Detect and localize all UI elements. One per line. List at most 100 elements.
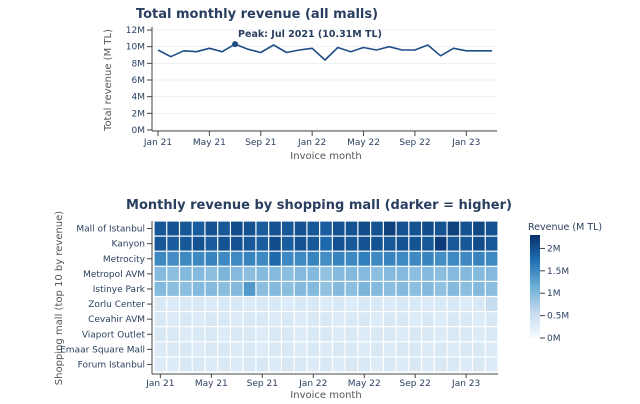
heatmap-cell [384,237,396,251]
heatmap-cell [155,282,167,296]
heatmap-cell [371,342,383,356]
heatmap-cell [244,358,256,372]
heatmap-cell [167,267,179,281]
heatmap-cell [486,342,498,356]
heatmap-cell [448,312,460,326]
heatmap-cell [244,312,256,326]
heatmap-cell [371,222,383,236]
heatmap-cell [435,267,447,281]
heatmap-cell [346,282,358,296]
heatmap-cell [358,237,370,251]
heatmap-cell [244,282,256,296]
line-ytick-label: 8M [132,59,146,69]
heatmap-cell [244,222,256,236]
heatmap-cell [155,327,167,341]
heatmap-cell [180,342,192,356]
heatmap-cell [358,358,370,372]
heatmap-cell [269,222,281,236]
heatmap-cell [155,252,167,266]
heatmap-cell [282,358,294,372]
heatmap-cell [320,267,332,281]
line-xtick-label: Jan 21 [143,138,172,148]
heatmap-cell [409,342,421,356]
heatmap-cell [384,297,396,311]
heatmap-cell [167,358,179,372]
heatmap-cell [257,237,269,251]
heatmap-cell [193,327,205,341]
heatmap-cell [257,222,269,236]
heatmap-cell [282,342,294,356]
heatmap-cell [295,297,307,311]
heatmap-cell [295,312,307,326]
heatmap-cell [206,342,218,356]
heatmap-cell [218,297,230,311]
heatmap-cell [307,237,319,251]
heatmap-cell [371,282,383,296]
heatmap-cell [448,342,460,356]
heatmap-cell [295,358,307,372]
heatmap-cell [269,252,281,266]
heatmap-cell [193,342,205,356]
heatmap-cell [346,358,358,372]
heatmap-cell [435,358,447,372]
heatmap-cell [371,252,383,266]
heatmap-cell [295,222,307,236]
heatmap-cell [206,237,218,251]
heatmap-cell [307,342,319,356]
heatmap-cell [295,342,307,356]
heatmap-cell [282,267,294,281]
heatmap-cell [333,252,345,266]
line-xtick-label: Jan 22 [297,138,326,148]
heatmap-cell [333,297,345,311]
heatmap-cell [320,237,332,251]
heatmap-cell [460,342,472,356]
heatmap-cell [409,267,421,281]
heatmap-cell [193,282,205,296]
heatmap-cell [333,312,345,326]
heatmap-cell [371,237,383,251]
heatmap-cell [218,342,230,356]
heatmap-cell [486,312,498,326]
heatmap-cell [167,222,179,236]
heatmap-cell [371,267,383,281]
heatmap-cell [473,297,485,311]
heatmap-cell [397,327,409,341]
heatmap-cell [231,312,243,326]
heatmap-cell [371,327,383,341]
heatmap-cell [409,237,421,251]
heatmap-cell [180,297,192,311]
heatmap-cell [218,237,230,251]
colorbar-tick-label: 0.5M [547,312,569,322]
heatmap-cell [435,222,447,236]
heatmap-cell [346,267,358,281]
heatmap-cell [257,342,269,356]
heatmap-cell [155,267,167,281]
heatmap-cell [257,312,269,326]
heatmap-cell [206,252,218,266]
heatmap-cell [282,297,294,311]
heatmap-cell [167,252,179,266]
heatmap-cell [473,282,485,296]
heatmap-cell [397,237,409,251]
heatmap-cell [257,297,269,311]
peak-marker [232,41,238,47]
heatmap-row-label: Cevahir AVM [88,315,145,325]
heatmap-cell [448,222,460,236]
heatmap-cell [193,237,205,251]
heatmap-cell [409,312,421,326]
heatmap-cell [206,297,218,311]
heatmap-cell [244,267,256,281]
heatmap-xtick-label: Jan 23 [451,379,480,389]
heatmap-cell [307,252,319,266]
line-ytick-label: 6M [132,76,146,86]
heatmap-cell [460,282,472,296]
heatmap-cell [307,267,319,281]
heatmap-cell [193,252,205,266]
heatmap-cell [193,312,205,326]
heatmap-cell [486,297,498,311]
heatmap-cell [218,267,230,281]
heatmap-cell [180,312,192,326]
line-ytick-label: 0M [132,126,146,136]
heatmap-cell [346,297,358,311]
heatmap-cell [397,297,409,311]
